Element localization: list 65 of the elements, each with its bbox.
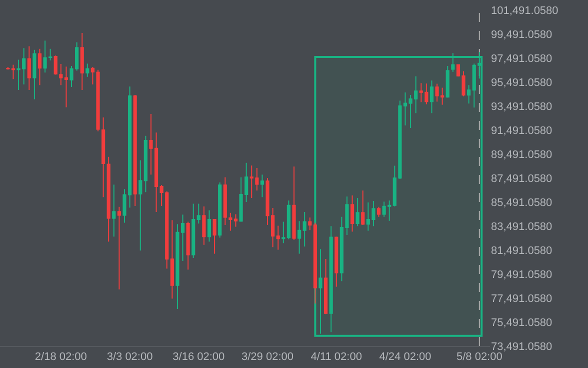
y-tick-label: 77,491.0580 [491,292,552,305]
y-tick-label: 87,491.0580 [491,172,552,185]
candlestick [11,64,16,80]
y-tick-label: 79,491.0580 [491,268,552,281]
candlestick [117,206,121,290]
y-tick-label: 101,491.0580 [491,4,558,17]
candlestick [212,219,216,254]
candlestick [376,206,381,218]
candlestick [86,63,90,78]
y-tick-label: 75,491.0580 [491,316,552,329]
x-tick-label: 5/8 02:00 [456,351,502,364]
candlestick [318,248,322,334]
candlestick [170,220,174,300]
x-tick-label: 3/16 02:00 [172,351,225,364]
candlestick [260,174,264,198]
candlestick [313,222,317,304]
candlestick [133,94,137,206]
candlestick [308,216,312,231]
candlestick [467,84,471,104]
candlestick [298,220,302,254]
candlestick [138,160,142,251]
y-tick-label: 93,491.0580 [491,100,552,113]
candlestick [207,210,212,242]
candlestick [218,182,222,238]
candlestick [276,225,280,250]
candlestick [32,49,36,100]
y-tick-label: 89,491.0580 [491,148,552,161]
candlestick [64,66,68,108]
candlestick [202,206,206,246]
candlestick [302,211,306,248]
candlestick [451,52,455,72]
candlestick [292,166,296,240]
candlestick [282,221,286,244]
candlestick [356,198,360,227]
candlestick [106,156,110,242]
candlestick [80,32,84,91]
candlestick [144,135,148,193]
candlestick [38,48,42,86]
candlestick [27,46,31,91]
candlestick [446,66,450,98]
candlestick [186,221,190,270]
x-tick-label: 3/3 02:00 [106,351,153,364]
candlestick [329,226,333,333]
candlestick [361,190,365,226]
x-tick-label: 3/29 02:00 [242,351,294,364]
y-tick-label: 97,491.0580 [491,52,552,65]
candlestick [196,203,200,224]
x-tick-label: 2/18 02:00 [34,351,87,364]
y-tick-label: 81,491.0580 [491,244,552,257]
candlestick [334,236,338,288]
candlestick [350,194,354,232]
candlestick [112,184,116,238]
candlestick [192,203,196,259]
candlestick [324,258,328,315]
x-tick-label: 4/24 02:00 [379,351,432,364]
candlestick [286,200,290,240]
x-tick-label: 4/11 02:00 [310,351,362,364]
y-tick-label: 91,491.0580 [491,124,552,137]
candlestick [430,80,434,114]
y-tick-label: 85,491.0580 [491,196,552,209]
y-tick-label: 83,491.0580 [491,220,552,233]
y-tick-label: 99,491.0580 [491,28,552,41]
y-tick-label: 73,491.0580 [491,340,552,353]
y-tick-label: 95,491.0580 [491,76,552,89]
candlestick [234,214,238,228]
